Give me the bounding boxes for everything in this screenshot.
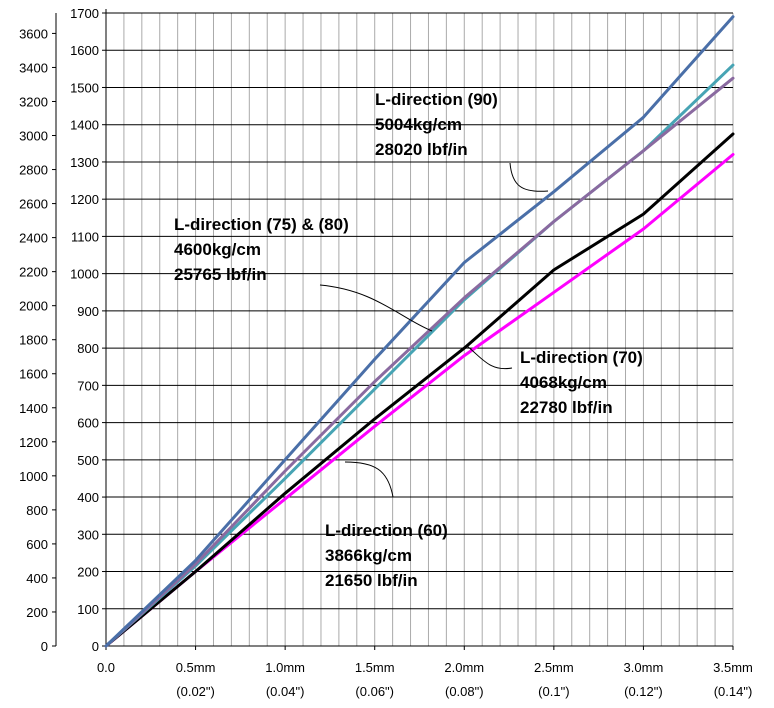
y-outer-tick-label: 1400 <box>19 401 48 416</box>
y-inner-tick-label: 100 <box>77 602 99 617</box>
y-outer-tick-label: 3400 <box>19 60 48 75</box>
y-outer-tick-label: 3000 <box>19 129 48 144</box>
y-inner-tick-label: 1300 <box>70 155 99 170</box>
y-inner-tick-label: 1100 <box>71 229 99 244</box>
annotation-l90-line1: L-direction (90) <box>375 90 498 109</box>
x-tick-label: 0.5mm <box>176 660 216 675</box>
y-inner-tick-label: 300 <box>77 527 99 542</box>
y-inner-tick-label: 1000 <box>70 267 99 282</box>
x-tick-sublabel: (0.06") <box>355 684 394 699</box>
series-lines <box>104 15 735 648</box>
callout-lines <box>319 162 549 498</box>
y-inner-tick-label: 1600 <box>70 43 99 58</box>
y-outer-tick-label: 2600 <box>19 197 48 212</box>
y-inner-tick-label: 500 <box>77 453 99 468</box>
x-tick-sublabel: (0.08") <box>445 684 484 699</box>
y-inner-tick-label: 400 <box>77 490 99 505</box>
annotation-l90-line2: 5004kg/cm <box>375 115 462 134</box>
x-tick-sublabel: (0.1") <box>538 684 569 699</box>
y-outer-tick-label: 600 <box>26 537 48 552</box>
annotation-l60-line1: L-direction (60) <box>325 521 448 540</box>
annotation-l70-line3: 22780 lbf/in <box>520 398 613 417</box>
x-tick-label: 3.5mm <box>713 660 753 675</box>
y-outer-tick-label: 3600 <box>19 26 48 41</box>
y-inner-tick-label: 1400 <box>70 118 99 133</box>
tick-labels: 0 100 200 300 400 500 600 700 800 900 1000 1100 1200… <box>19 6 753 699</box>
y-inner-tick-label: 800 <box>77 341 99 356</box>
callout-line <box>509 162 549 192</box>
axes <box>52 9 734 650</box>
y-outer-tick-label: 800 <box>26 503 48 518</box>
gridlines <box>106 12 734 646</box>
y-outer-tick-label: 2000 <box>19 299 48 314</box>
series-line <box>104 76 735 648</box>
x-tick-label: 2.5mm <box>534 660 574 675</box>
annotation-l60-line3: 21650 lbf/in <box>325 571 418 590</box>
y-outer-tick-label: 400 <box>26 571 48 586</box>
x-tick-sublabel: (0.14") <box>714 684 753 699</box>
annotation-l60-line2: 3866kg/cm <box>325 546 412 565</box>
y-inner-tick-label: 0 <box>92 639 99 654</box>
y-inner-tick-label: 1700 <box>70 6 99 21</box>
y-outer-tick-label: 2200 <box>19 265 48 280</box>
callout-line <box>466 345 513 370</box>
y-inner-tick-label: 1200 <box>70 192 99 207</box>
y-inner-tick-label: 600 <box>77 416 99 431</box>
x-tick-label: 1.5mm <box>355 660 395 675</box>
x-tick-label: 3.0mm <box>624 660 664 675</box>
x-tick-label: 1.0mm <box>265 660 305 675</box>
series-line <box>104 15 735 648</box>
y-outer-tick-label: 1600 <box>19 367 48 382</box>
x-tick-sublabel: (0.04") <box>266 684 305 699</box>
annotation-l90-line3: 28020 lbf/in <box>375 140 468 159</box>
x-tick-label: 0.0 <box>97 660 115 675</box>
y-outer-tick-label: 1800 <box>19 333 48 348</box>
y-outer-tick-label: 0 <box>41 639 48 654</box>
y-inner-tick-label: 900 <box>77 304 99 319</box>
callout-line <box>319 284 433 332</box>
x-tick-sublabel: (0.12") <box>624 684 663 699</box>
y-inner-tick-label: 200 <box>77 565 99 580</box>
x-tick-sublabel: (0.02") <box>176 684 215 699</box>
series-line <box>104 132 735 648</box>
y-outer-tick-label: 2400 <box>19 231 48 246</box>
y-inner-tick-label: 700 <box>77 378 99 393</box>
annotation-l75-80-line1: L-direction (75) & (80) <box>174 215 349 234</box>
y-outer-tick-label: 1200 <box>19 435 48 450</box>
annotation-l70-line1: L-direction (70) <box>520 348 643 367</box>
annotation-l75-80-line3: 25765 lbf/in <box>174 265 267 284</box>
y-outer-tick-label: 200 <box>26 605 48 620</box>
callout-line <box>344 461 394 498</box>
x-tick-label: 2.0mm <box>444 660 484 675</box>
y-outer-tick-label: 3200 <box>19 94 48 109</box>
annotation-l70-line2: 4068kg/cm <box>520 373 607 392</box>
y-outer-tick-label: 1000 <box>19 469 48 484</box>
y-inner-tick-label: 1500 <box>70 80 99 95</box>
annotation-l75-80-line2: 4600kg/cm <box>174 240 261 259</box>
y-outer-tick-label: 2800 <box>19 163 48 178</box>
